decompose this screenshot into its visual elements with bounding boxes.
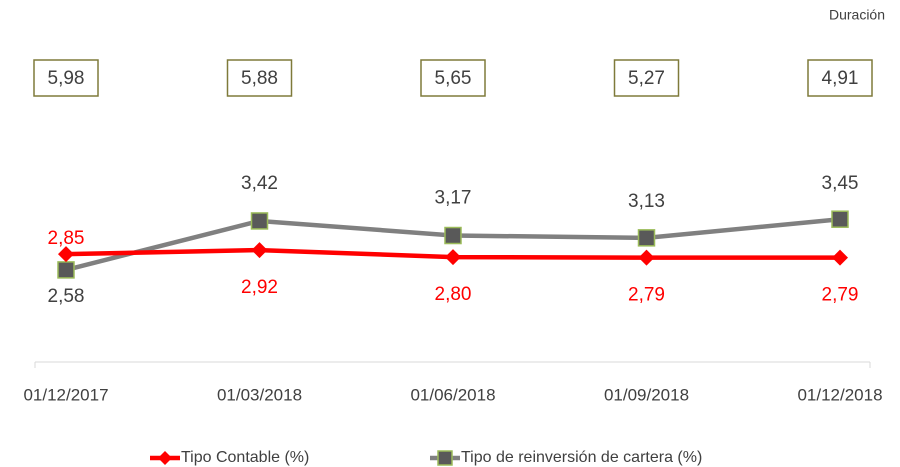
marker <box>444 226 462 245</box>
legend-label: Tipo de reinversión de cartera (%) <box>461 449 702 466</box>
legend-marker <box>437 450 453 466</box>
x-tick-label: 01/06/2018 <box>410 385 495 404</box>
data-label: 2,79 <box>822 285 859 306</box>
duration-box <box>420 59 486 97</box>
marker <box>637 229 656 247</box>
data-label: 2,79 <box>628 285 665 306</box>
x-tick-label: 01/09/2018 <box>604 385 689 404</box>
marker <box>57 261 75 279</box>
duration-value: 5,27 <box>628 68 665 89</box>
x-tick-label: 01/12/2017 <box>23 385 108 404</box>
duration-label: Duración <box>829 7 885 23</box>
data-label: 2,58 <box>48 286 85 307</box>
marker <box>251 242 268 259</box>
duration-box <box>226 59 293 97</box>
legend-label: Tipo Contable (%) <box>181 449 309 466</box>
duration-box <box>33 59 99 97</box>
data-label: 2,92 <box>241 277 278 298</box>
x-tick-label: 01/12/2018 <box>797 385 882 404</box>
marker <box>638 249 655 266</box>
data-label: 2,80 <box>435 284 472 305</box>
legend-marker <box>158 451 172 465</box>
x-tick-label: 01/03/2018 <box>217 385 302 404</box>
marker <box>445 249 461 266</box>
data-label: 3,13 <box>628 191 665 212</box>
data-label: 2,85 <box>48 228 85 249</box>
data-label: 3,45 <box>822 173 859 194</box>
duration-box <box>807 59 873 97</box>
duration-box <box>613 59 680 97</box>
duration-value: 5,88 <box>241 68 278 89</box>
marker <box>250 212 269 230</box>
data-label: 3,42 <box>241 173 278 194</box>
data-label: 3,17 <box>435 188 472 209</box>
duration-value: 5,98 <box>48 68 85 89</box>
marker <box>58 246 74 263</box>
marker <box>831 210 849 228</box>
marker <box>832 249 848 266</box>
duration-value: 5,65 <box>435 68 472 89</box>
duration-value: 4,91 <box>822 68 859 89</box>
